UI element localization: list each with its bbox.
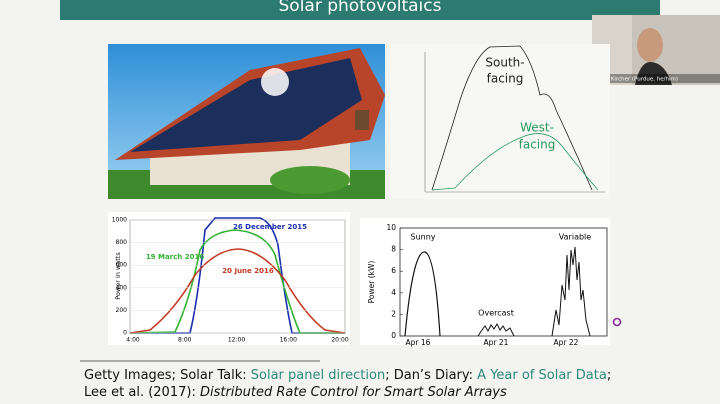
y-tick-label: 200 [116, 307, 128, 314]
annotation: 19 March 2016 [146, 253, 205, 261]
citation-title: Distributed Rate Control for Smart Solar… [200, 385, 507, 400]
y-tick-label: 2 [391, 309, 396, 318]
annotation: facing [487, 72, 524, 86]
annotation: Sunny [410, 233, 435, 242]
annotation: West- [520, 121, 554, 135]
x-tick-label: 12:00 [228, 337, 245, 344]
weather-chart: Power (kW) Sunny Overcast Variable 0 2 4 6 8… [360, 218, 610, 347]
x-tick-label: 20:00 [331, 337, 348, 344]
x-tick-label: Apr 22 [554, 338, 579, 347]
y-tick-label: 800 [116, 239, 128, 246]
annotation: Overcast [478, 309, 514, 318]
y-tick-label: 1000 [112, 217, 127, 224]
y-tick-label: 0 [123, 330, 127, 337]
citation-text: Lee et al. (2017): [84, 385, 200, 400]
citation-text: ; Dan’s Diary: [385, 368, 477, 383]
x-tick-label: Apr 21 [484, 338, 509, 347]
orientation-chart: South- facing West- facing [390, 44, 610, 199]
annotation: South- [485, 56, 524, 70]
house-photo [108, 44, 385, 199]
citation-line: Lee et al. (2017): Distributed Rate Cont… [84, 385, 507, 400]
seasonal-chart: Power in watts 0 200 400 600 800 1000 4:00 8:00… [108, 212, 350, 345]
y-tick-label: 4 [391, 288, 396, 297]
x-tick-label: Apr 16 [406, 338, 431, 347]
citation-line: Getty Images; Solar Talk: Solar panel di… [84, 368, 611, 383]
citation-text: Getty Images; Solar Talk: [84, 368, 251, 383]
annotation: Variable [559, 233, 591, 242]
citation-text: ; [607, 368, 611, 383]
y-tick-label: 6 [391, 266, 396, 275]
annotation: facing [519, 138, 556, 152]
webcam-caption: Kevin Kircher (Purdue, he/him) [594, 77, 678, 83]
slide-title: Solar photovoltaics [279, 0, 442, 16]
y-tick-label: 10 [386, 223, 396, 232]
y-tick-label: 8 [391, 245, 396, 254]
x-tick-label: 16:00 [280, 337, 297, 344]
y-axis-label: Power in watts [114, 252, 122, 300]
annotation: 26 December 2015 [233, 223, 307, 231]
citation-link[interactable]: Solar panel direction [251, 368, 385, 383]
x-tick-label: 8:00 [178, 337, 192, 344]
cursor [612, 317, 622, 327]
annotation: 20 June 2016 [222, 267, 274, 275]
y-tick-label: 400 [116, 284, 128, 291]
y-axis-label: Power (kW) [367, 261, 376, 304]
x-tick-label: 4:00 [126, 337, 140, 344]
title-bar [60, 0, 660, 20]
citation-link[interactable]: A Year of Solar Data [477, 368, 607, 383]
y-tick-label: 0 [391, 331, 396, 340]
webcam: Kevin Kircher (Purdue, he/him) [592, 15, 720, 85]
y-tick-label: 600 [116, 262, 128, 269]
